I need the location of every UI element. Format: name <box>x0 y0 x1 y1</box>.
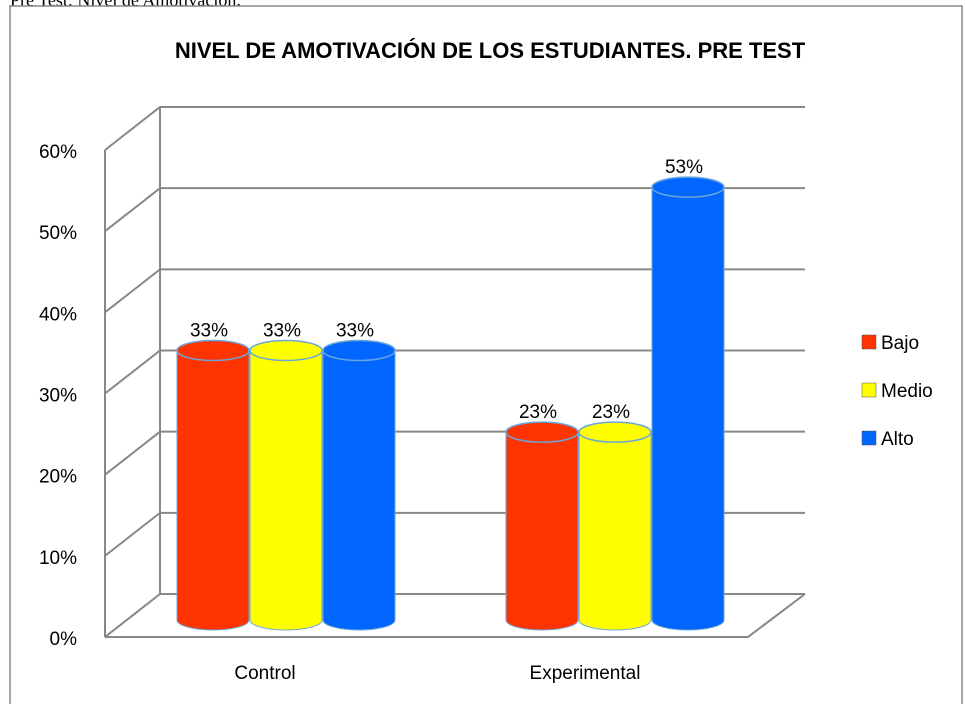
y-tick-label: 60% <box>39 142 77 163</box>
chart-frame <box>9 5 963 704</box>
bar-outline <box>505 432 579 620</box>
caption: Pre Test: Nivel de Amotivación. <box>10 0 241 10</box>
legend-label: Alto <box>881 429 914 450</box>
bar <box>250 350 322 620</box>
bar <box>177 350 249 620</box>
y-tick-label: 50% <box>39 223 77 244</box>
legend-swatch <box>861 334 877 350</box>
bar-top <box>176 339 250 362</box>
data-label: 33% <box>263 321 301 342</box>
bar <box>506 432 578 620</box>
bar-top <box>249 339 323 362</box>
y-tick-label: 20% <box>39 467 77 488</box>
chart-title: NIVEL DE AMOTIVACIÓN DE LOS ESTUDIANTES.… <box>175 38 806 63</box>
data-label: 33% <box>336 321 374 342</box>
data-label: 53% <box>665 157 703 178</box>
bar-top <box>651 176 725 198</box>
data-label: 23% <box>592 402 630 423</box>
bar-outline <box>651 187 725 620</box>
y-tick-label: 30% <box>39 386 77 407</box>
x-tick-label: Control <box>234 663 295 684</box>
grid-line <box>104 187 805 232</box>
bar-outline <box>176 350 250 620</box>
floor-edge <box>105 593 806 638</box>
legend-swatch <box>861 430 877 446</box>
legend-swatch <box>861 382 877 398</box>
x-tick-label: Experimental <box>530 663 641 684</box>
grid-line <box>104 268 805 314</box>
bar-top <box>322 339 396 362</box>
grid-line <box>104 106 805 151</box>
bar <box>579 432 651 620</box>
bar-top <box>505 421 579 443</box>
y-tick-label: 0% <box>50 629 78 650</box>
bar-outline <box>249 350 323 620</box>
legend-label: Medio <box>881 381 933 402</box>
bar-outline <box>322 350 396 620</box>
grid-line <box>104 349 805 395</box>
data-label: 23% <box>519 402 557 423</box>
y-tick-label: 10% <box>39 548 77 569</box>
bar-outline <box>578 432 652 620</box>
y-tick-label: 40% <box>39 304 77 325</box>
data-label: 33% <box>190 321 228 342</box>
bar <box>323 350 395 620</box>
legend-label: Bajo <box>881 333 919 354</box>
bar-top <box>578 421 652 443</box>
bar <box>652 187 724 620</box>
